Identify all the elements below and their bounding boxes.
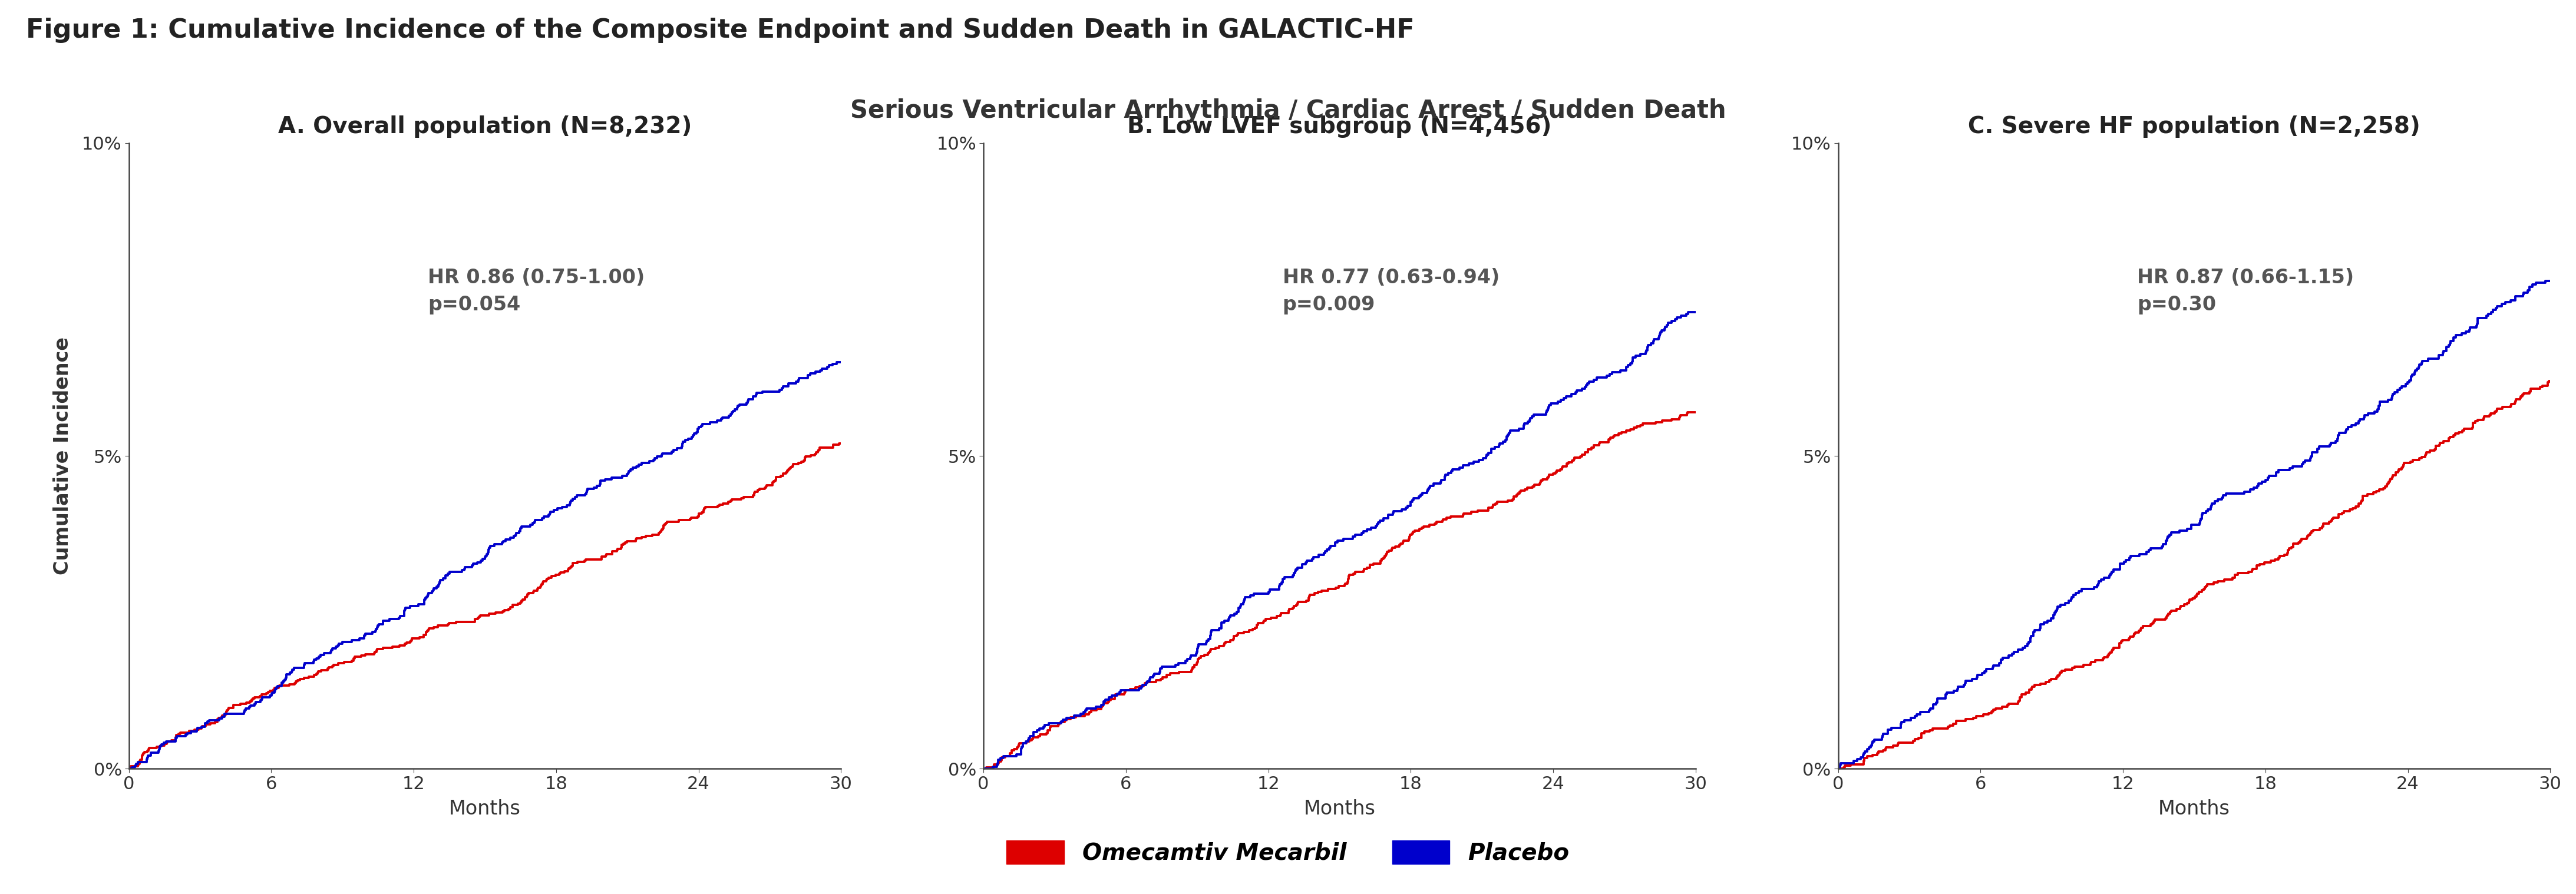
Title: B. Low LVEF subgroup (N=4,456): B. Low LVEF subgroup (N=4,456)	[1128, 115, 1551, 138]
X-axis label: Months: Months	[1303, 799, 1376, 819]
Text: HR 0.87 (0.66-1.15)
p=0.30: HR 0.87 (0.66-1.15) p=0.30	[2138, 268, 2354, 315]
Text: HR 0.77 (0.63-0.94)
p=0.009: HR 0.77 (0.63-0.94) p=0.009	[1283, 268, 1499, 315]
Text: Figure 1: Cumulative Incidence of the Composite Endpoint and Sudden Death in GAL: Figure 1: Cumulative Incidence of the Co…	[26, 18, 1414, 43]
X-axis label: Months: Months	[448, 799, 520, 819]
Legend: Omecamtiv Mecarbil, Placebo: Omecamtiv Mecarbil, Placebo	[997, 831, 1579, 873]
Y-axis label: Cumulative Incidence: Cumulative Incidence	[52, 337, 72, 575]
X-axis label: Months: Months	[2159, 799, 2231, 819]
Text: Serious Ventricular Arrhythmia / Cardiac Arrest / Sudden Death: Serious Ventricular Arrhythmia / Cardiac…	[850, 98, 1726, 123]
Title: A. Overall population (N=8,232): A. Overall population (N=8,232)	[278, 115, 693, 138]
Text: HR 0.86 (0.75-1.00)
p=0.054: HR 0.86 (0.75-1.00) p=0.054	[428, 268, 644, 315]
Title: C. Severe HF population (N=2,258): C. Severe HF population (N=2,258)	[1968, 115, 2421, 138]
